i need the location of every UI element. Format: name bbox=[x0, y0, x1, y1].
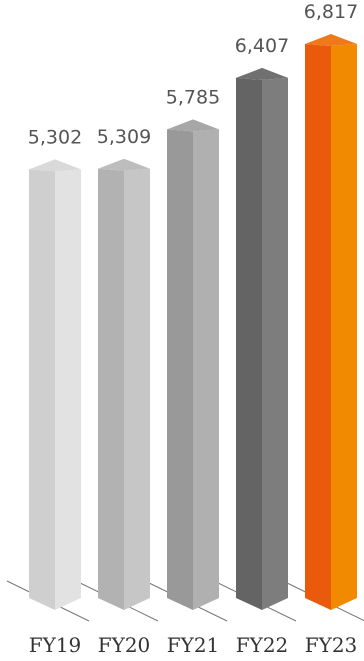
category-label-fy23: FY23 bbox=[305, 633, 358, 657]
value-label-fy22: 6,407 bbox=[235, 35, 289, 57]
category-label-fy21: FY21 bbox=[167, 633, 220, 657]
bar-left-face-fy23 bbox=[305, 44, 331, 610]
bar-right-face-fy19 bbox=[55, 169, 81, 610]
bar-top-cap-fy21 bbox=[167, 119, 219, 132]
labels-layer: 5,302 FY19 5,309 FY20 5,785 FY21 6,407 FY22 6,81… bbox=[28, 1, 358, 657]
bar-top-cap-fy20 bbox=[98, 158, 150, 171]
value-label-fy20: 5,309 bbox=[97, 126, 151, 148]
bars-layer bbox=[29, 34, 357, 611]
category-label-fy22: FY22 bbox=[236, 633, 289, 657]
bar-fy23 bbox=[305, 34, 357, 610]
value-label-fy21: 5,785 bbox=[166, 86, 220, 108]
bar-left-face-fy19 bbox=[29, 169, 55, 610]
bar-top-cap-fy19 bbox=[29, 159, 81, 172]
value-label-fy23: 6,817 bbox=[304, 1, 358, 23]
bar-left-face-fy20 bbox=[98, 168, 124, 611]
bar-fy19 bbox=[29, 159, 81, 610]
bar-fy21 bbox=[167, 119, 219, 610]
bar-top-cap-fy23 bbox=[305, 34, 357, 46]
bar-left-face-fy22 bbox=[236, 77, 262, 610]
bar-right-face-fy23 bbox=[331, 44, 357, 610]
bar-top-cap-fy22 bbox=[236, 67, 288, 80]
bar-left-face-fy21 bbox=[167, 129, 193, 610]
bar-fy22 bbox=[236, 67, 288, 610]
category-label-fy19: FY19 bbox=[29, 633, 82, 657]
bar-right-face-fy21 bbox=[193, 129, 219, 610]
bar-fy20 bbox=[98, 158, 150, 611]
bar-right-face-fy20 bbox=[124, 168, 150, 611]
bar-right-face-fy22 bbox=[262, 77, 288, 610]
category-label-fy20: FY20 bbox=[98, 633, 151, 657]
value-label-fy19: 5,302 bbox=[28, 126, 82, 148]
